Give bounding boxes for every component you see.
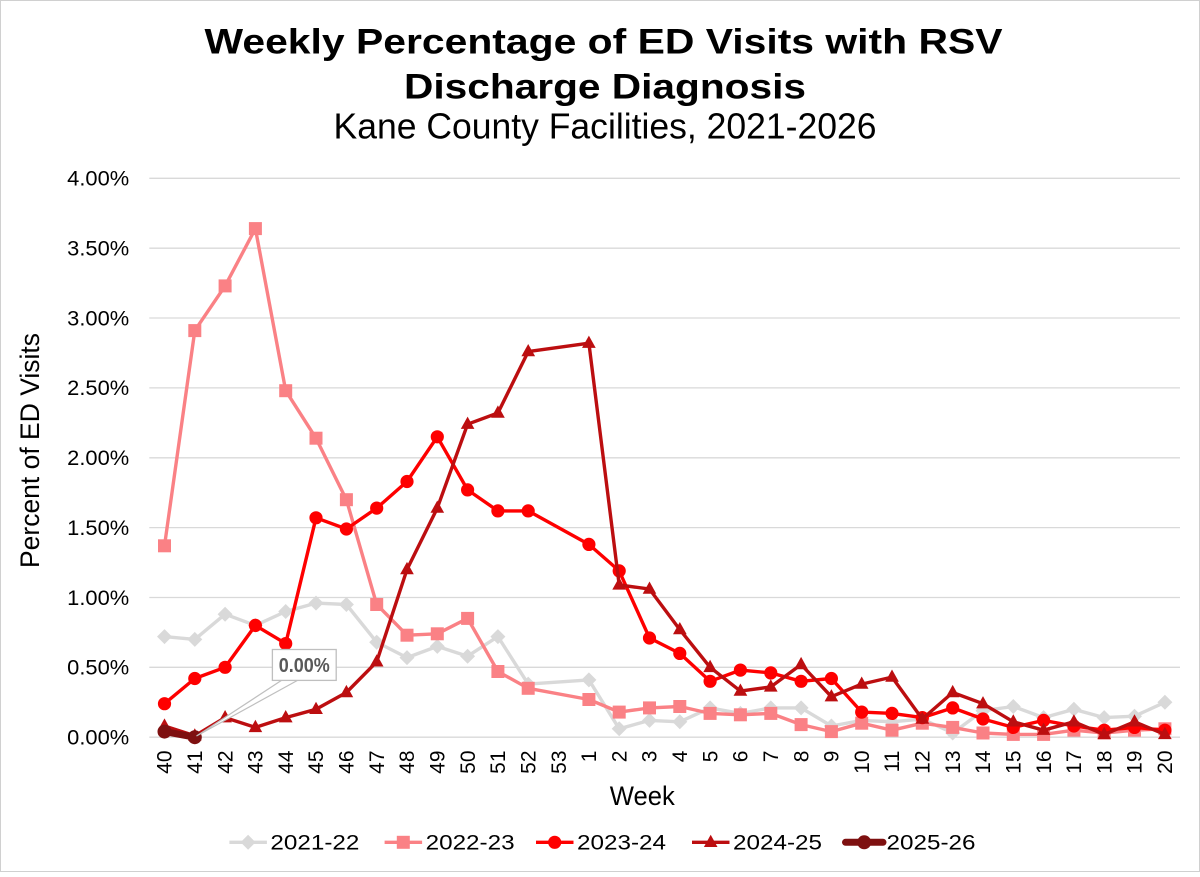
- svg-text:Week: Week: [610, 781, 675, 811]
- svg-text:47: 47: [366, 751, 389, 774]
- svg-text:20: 20: [1154, 751, 1177, 774]
- svg-text:46: 46: [336, 751, 359, 774]
- svg-text:50: 50: [457, 751, 480, 774]
- svg-text:0.00%: 0.00%: [67, 727, 129, 750]
- svg-text:3: 3: [639, 751, 662, 763]
- svg-text:Percent of ED Visits: Percent of ED Visits: [15, 333, 45, 568]
- svg-text:Kane County Facilities, 2021-2: Kane County Facilities, 2021-2026: [334, 106, 877, 147]
- svg-text:Weekly Percentage of ED Visits: Weekly Percentage of ED Visits with RSV: [205, 23, 1004, 62]
- svg-text:0.50%: 0.50%: [67, 657, 129, 680]
- svg-text:44: 44: [275, 750, 298, 774]
- svg-text:7: 7: [760, 751, 783, 763]
- svg-text:1.50%: 1.50%: [67, 517, 129, 540]
- svg-text:3.50%: 3.50%: [67, 238, 129, 261]
- svg-text:40: 40: [154, 751, 177, 774]
- svg-text:9: 9: [821, 751, 844, 763]
- svg-text:5: 5: [699, 751, 722, 763]
- svg-text:2: 2: [608, 751, 631, 763]
- svg-text:3.00%: 3.00%: [67, 307, 129, 330]
- svg-text:49: 49: [427, 751, 450, 774]
- svg-text:52: 52: [517, 751, 540, 774]
- svg-text:10: 10: [851, 751, 874, 774]
- svg-text:17: 17: [1063, 751, 1086, 774]
- svg-text:43: 43: [245, 751, 268, 774]
- svg-text:13: 13: [942, 751, 965, 774]
- svg-text:2025-26: 2025-26: [887, 832, 976, 855]
- svg-text:6: 6: [730, 751, 753, 763]
- svg-text:19: 19: [1124, 751, 1147, 774]
- svg-text:48: 48: [396, 751, 419, 774]
- svg-text:1.00%: 1.00%: [67, 587, 129, 610]
- svg-text:4.00%: 4.00%: [67, 168, 129, 191]
- svg-text:41: 41: [184, 751, 207, 774]
- svg-text:2023-24: 2023-24: [577, 832, 666, 855]
- svg-text:53: 53: [548, 751, 571, 774]
- svg-text:14: 14: [972, 750, 995, 774]
- svg-text:18: 18: [1093, 751, 1116, 774]
- svg-text:12: 12: [912, 751, 935, 774]
- svg-text:45: 45: [305, 751, 328, 774]
- svg-text:2021-22: 2021-22: [270, 832, 359, 855]
- svg-text:51: 51: [487, 751, 510, 774]
- svg-text:8: 8: [790, 751, 813, 763]
- svg-text:0.00%: 0.00%: [279, 655, 330, 677]
- svg-text:11: 11: [881, 751, 904, 773]
- svg-text:2022-23: 2022-23: [426, 832, 515, 855]
- svg-text:15: 15: [1003, 751, 1026, 774]
- svg-text:1: 1: [578, 751, 601, 763]
- svg-text:16: 16: [1033, 751, 1056, 774]
- svg-text:2024-25: 2024-25: [733, 832, 822, 855]
- svg-text:42: 42: [214, 751, 237, 774]
- svg-text:2.00%: 2.00%: [67, 447, 129, 470]
- svg-text:2.50%: 2.50%: [67, 377, 129, 400]
- svg-text:Discharge Diagnosis: Discharge Diagnosis: [404, 68, 806, 107]
- svg-text:4: 4: [669, 750, 692, 762]
